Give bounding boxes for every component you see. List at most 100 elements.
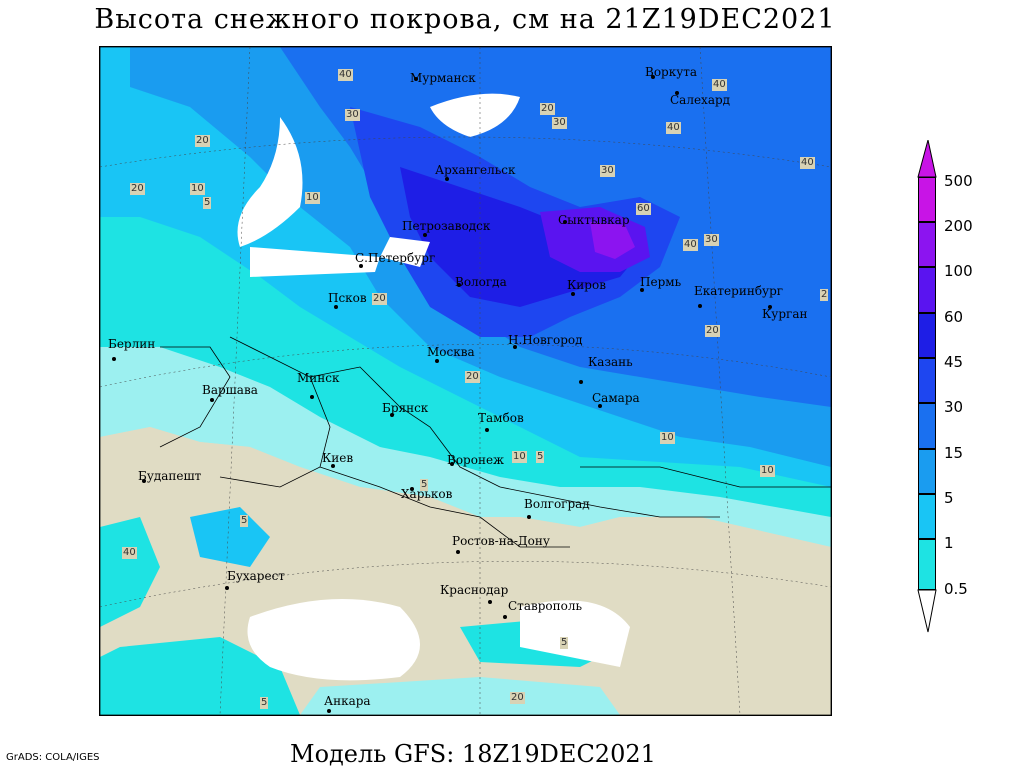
city-dot bbox=[698, 304, 702, 308]
contour-label: 20 bbox=[705, 325, 720, 337]
contour-label: 20 bbox=[130, 183, 145, 195]
contour-label: 10 bbox=[512, 451, 527, 463]
contour-label: 20 bbox=[510, 692, 525, 704]
city-dot bbox=[488, 600, 492, 604]
city-dot bbox=[571, 292, 575, 296]
contour-label: 40 bbox=[712, 79, 727, 91]
city-dot bbox=[435, 359, 439, 363]
city-label: Киев bbox=[322, 451, 354, 465]
city-label: Волгоград bbox=[524, 497, 590, 511]
city-label: Казань bbox=[588, 355, 633, 369]
city-dot bbox=[675, 91, 679, 95]
contour-label: 20 bbox=[372, 293, 387, 305]
city-label: Тамбов bbox=[478, 411, 524, 425]
city-dot bbox=[112, 357, 116, 361]
contour-label: 20 bbox=[465, 371, 480, 383]
legend-label: 200 bbox=[944, 217, 973, 235]
contour-label: 30 bbox=[345, 109, 360, 121]
contour-label: 40 bbox=[666, 122, 681, 134]
contour-label: 20 bbox=[540, 103, 555, 115]
contour-label: 5 bbox=[560, 637, 569, 649]
legend-bottom-triangle bbox=[917, 589, 937, 633]
contour-label: 60 bbox=[636, 203, 651, 215]
legend-box bbox=[918, 177, 936, 222]
city-dot bbox=[334, 305, 338, 309]
city-label: Пермь bbox=[640, 275, 682, 289]
city-dot bbox=[310, 395, 314, 399]
color-legend: 500 200 100 60 45 30 15 5 1 0.5 bbox=[916, 140, 1024, 640]
city-label: Харьков bbox=[401, 487, 453, 501]
contour-label: 40 bbox=[338, 69, 353, 81]
city-dot bbox=[503, 615, 507, 619]
city-dot bbox=[579, 380, 583, 384]
city-dot bbox=[445, 177, 449, 181]
city-label: Ростов-на-Дону bbox=[452, 534, 550, 548]
legend-label: 60 bbox=[944, 308, 964, 326]
legend-label: 1 bbox=[944, 534, 954, 552]
legend-top-triangle bbox=[917, 140, 937, 178]
contour-label: 30 bbox=[552, 117, 567, 129]
contour-label: 40 bbox=[122, 547, 137, 559]
legend-box bbox=[918, 222, 936, 267]
contour-label: 20 bbox=[195, 135, 210, 147]
legend-label: 45 bbox=[944, 353, 964, 371]
contour-label: 5 bbox=[420, 479, 429, 491]
city-label: Петрозаводск bbox=[402, 219, 491, 233]
city-dot bbox=[640, 288, 644, 292]
contour-label: 10 bbox=[760, 465, 775, 477]
city-label: Вологда bbox=[455, 275, 507, 289]
legend-label: 100 bbox=[944, 262, 973, 280]
city-dot bbox=[450, 462, 454, 466]
city-label: Анкара bbox=[324, 694, 371, 708]
city-dot bbox=[390, 413, 394, 417]
legend-label: 0.5 bbox=[944, 580, 968, 598]
city-label: Москва bbox=[427, 345, 475, 359]
model-caption: Модель GFS: 18Z19DEC2021 bbox=[290, 740, 656, 768]
city-label: Киров bbox=[567, 278, 606, 292]
city-dot bbox=[485, 428, 489, 432]
city-dot bbox=[651, 75, 655, 79]
city-label: Бухарест bbox=[227, 569, 285, 583]
city-dot bbox=[327, 709, 331, 713]
contour-label: 10 bbox=[190, 183, 205, 195]
map-title: Высота снежного покрова, см на 21Z19DEC2… bbox=[94, 4, 836, 35]
city-label: Н.Новгород bbox=[508, 333, 583, 347]
city-label: Самара bbox=[592, 391, 640, 405]
contour-label: 5 bbox=[260, 697, 269, 709]
contour-label: 5 bbox=[240, 515, 249, 527]
city-label: Салехард bbox=[670, 93, 731, 107]
legend-box bbox=[918, 494, 936, 539]
city-label: Ставрополь bbox=[508, 599, 583, 613]
city-dot bbox=[457, 283, 461, 287]
contour-label: 30 bbox=[600, 165, 615, 177]
legend-label: 5 bbox=[944, 489, 954, 507]
city-label: Архангельск bbox=[435, 163, 516, 177]
city-label: Брянск bbox=[382, 401, 429, 415]
legend-box bbox=[918, 313, 936, 358]
city-label: Минск bbox=[297, 371, 340, 385]
legend-box bbox=[918, 539, 936, 590]
city-label: Курган bbox=[762, 307, 808, 321]
contour-label: 30 bbox=[704, 234, 719, 246]
city-label: Будапешт bbox=[138, 469, 202, 483]
contour-label: 40 bbox=[800, 157, 815, 169]
city-dot bbox=[414, 77, 418, 81]
city-dot bbox=[359, 264, 363, 268]
city-label: Краснодар bbox=[440, 583, 509, 597]
city-label: Екатеринбург bbox=[694, 284, 784, 298]
city-label: Воронеж bbox=[447, 453, 505, 467]
snow-depth-map: Мурманск Воркута Салехард Архангельск Сы… bbox=[99, 46, 832, 716]
legend-box bbox=[918, 358, 936, 403]
city-dot bbox=[456, 550, 460, 554]
city-dot bbox=[225, 586, 229, 590]
city-dot bbox=[410, 487, 414, 491]
legend-triangles bbox=[917, 140, 937, 633]
contour-label: 10 bbox=[305, 192, 320, 204]
grads-credit: GrADS: COLA/IGES bbox=[6, 752, 100, 763]
city-dot bbox=[423, 233, 427, 237]
contour-label: 5 bbox=[536, 451, 545, 463]
legend-box bbox=[918, 449, 936, 494]
city-label: Псков bbox=[328, 291, 367, 305]
map-background bbox=[100, 47, 831, 715]
city-label: Мурманск bbox=[410, 71, 476, 85]
